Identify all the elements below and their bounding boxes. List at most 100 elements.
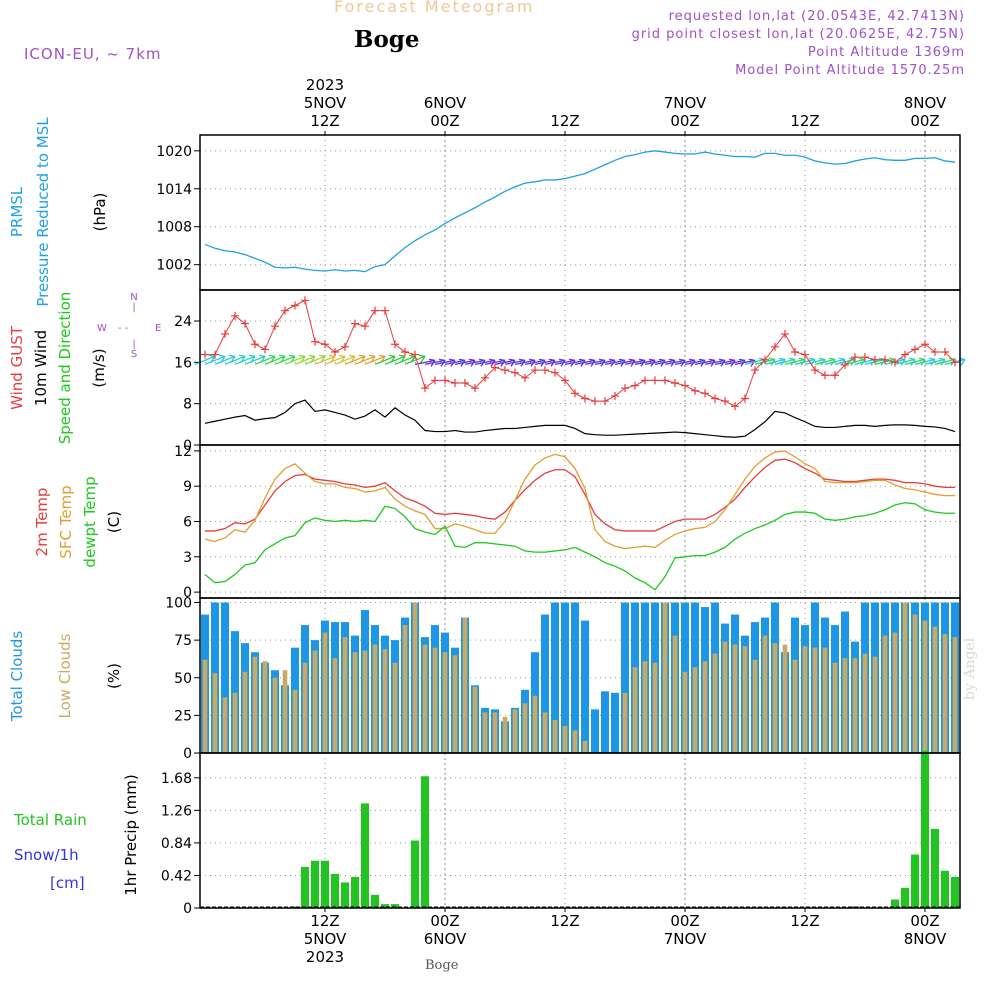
precip-tick-label: 0 [183, 901, 192, 917]
low-cloud-bar [572, 730, 578, 753]
temp-sfc-label: SFC Temp [57, 485, 75, 558]
gust-marker [581, 394, 589, 403]
gust-marker [911, 345, 919, 354]
low-cloud-bar [272, 677, 278, 753]
wind-direction-arrow [284, 355, 306, 365]
low-cloud-bar [862, 653, 868, 753]
snow-unit-label: [cm] [50, 874, 85, 892]
top-time-label: 00Z [910, 112, 939, 130]
wind-direction-arrow [214, 355, 236, 365]
wind-direction-arrow [354, 355, 376, 365]
low-cloud-bar [752, 659, 758, 753]
top-time-label: 7NOV [664, 94, 707, 112]
wind-direction-arrowhead [298, 354, 306, 357]
wind-direction-arrowhead [408, 354, 416, 357]
low-cloud-bar [552, 719, 558, 753]
temp-sfc-line [204, 450, 955, 550]
point-altitude: Point Altitude 1369m [807, 45, 965, 60]
low-cloud-bar [472, 686, 478, 753]
wind-direction-arrowhead [438, 358, 446, 361]
wind-direction-arrowhead [208, 354, 216, 357]
rain-bar [941, 870, 949, 908]
rain-bar [341, 882, 349, 908]
compass-w: W [97, 323, 107, 334]
low-cloud-bar [952, 637, 958, 753]
gust-marker [591, 397, 599, 406]
low-cloud-bar [412, 602, 418, 753]
wind-direction-arrow [524, 359, 546, 365]
wind-direction-arrow [304, 355, 326, 365]
low-cloud-bar [422, 644, 428, 753]
total-cloud-bar [561, 602, 569, 753]
gust-marker [531, 366, 539, 375]
temp-2m-line [205, 458, 955, 532]
wind-direction-arrowhead [628, 358, 636, 361]
wind-direction-arrowhead [738, 358, 746, 361]
bottom-time-label: 12Z [310, 912, 339, 930]
wind-direction-arrowhead [908, 357, 916, 360]
wind-direction-arrow [734, 359, 756, 365]
gust-marker [571, 389, 579, 398]
pressure-tick-label: 1008 [156, 220, 192, 236]
gust-marker [691, 386, 699, 395]
low-cloud-bar [492, 712, 498, 753]
gust-marker [401, 348, 409, 356]
wind-direction-arrowhead [818, 357, 826, 360]
rain-bar [931, 828, 939, 908]
gust-marker [801, 350, 809, 359]
low-cloud-bar [292, 689, 298, 753]
low-cloud-bar [912, 614, 918, 753]
low-cloud-bar [782, 644, 788, 753]
wind-direction-arrowhead [668, 358, 676, 361]
wind-unit-label: (m/s) [90, 348, 108, 387]
wind-direction-arrowhead [358, 354, 366, 357]
temp-unit-label: (C) [105, 511, 123, 533]
wind-direction-arrow [574, 359, 596, 365]
low-cloud-bar [802, 646, 808, 753]
low-cloud-bar [392, 662, 398, 753]
wind-direction-arrowhead [838, 357, 846, 360]
wind-direction-arrowhead [918, 357, 926, 360]
low-cloud-bar [742, 646, 748, 753]
low-cloud-bar [822, 647, 828, 753]
gust-marker [341, 342, 349, 351]
rain-bar [411, 840, 419, 908]
wind-direction-arrow [194, 355, 216, 365]
wind-direction-arrowhead [768, 357, 776, 360]
temp-tick-label: 12 [174, 444, 192, 460]
gust-marker [661, 376, 669, 385]
total-cloud-bar [601, 691, 609, 753]
gust-marker [501, 366, 509, 375]
gust-marker [561, 376, 569, 385]
wind-direction-arrowhead [348, 354, 356, 357]
cloud-tick-label: 0 [183, 746, 192, 762]
wind-direction-arrow [404, 355, 426, 365]
gust-marker [601, 397, 609, 406]
total-cloud-bar [591, 709, 599, 753]
wind-direction-arrow [804, 358, 826, 365]
gust-marker [221, 329, 229, 338]
gust-marker [611, 391, 619, 400]
low-cloud-bar [902, 602, 908, 753]
gust-marker [951, 358, 959, 367]
low-cloud-bar [712, 653, 718, 753]
gust-marker [821, 371, 829, 380]
wind-direction-arrowhead [288, 354, 296, 357]
low-cloud-bar [202, 659, 208, 753]
wind-direction-arrow [474, 359, 496, 365]
bottom-time-label: 00Z [910, 912, 939, 930]
low-cloud-bar [882, 635, 888, 753]
top-time-label: 00Z [670, 112, 699, 130]
wind-direction-arrowhead [218, 354, 226, 357]
wind-direction-arrowhead [678, 358, 686, 361]
low-cloud-bar [362, 650, 368, 753]
model-label: ICON-EU, ~ 7km [24, 45, 162, 63]
gust-marker [441, 376, 449, 385]
wind-direction-arrow [254, 355, 276, 365]
cloud-tick-label: 50 [174, 671, 192, 687]
gust-marker [541, 366, 549, 375]
compass-dash: - - [118, 323, 129, 334]
wind-direction-arrowhead [458, 358, 466, 361]
wind-direction-arrow [914, 358, 936, 365]
